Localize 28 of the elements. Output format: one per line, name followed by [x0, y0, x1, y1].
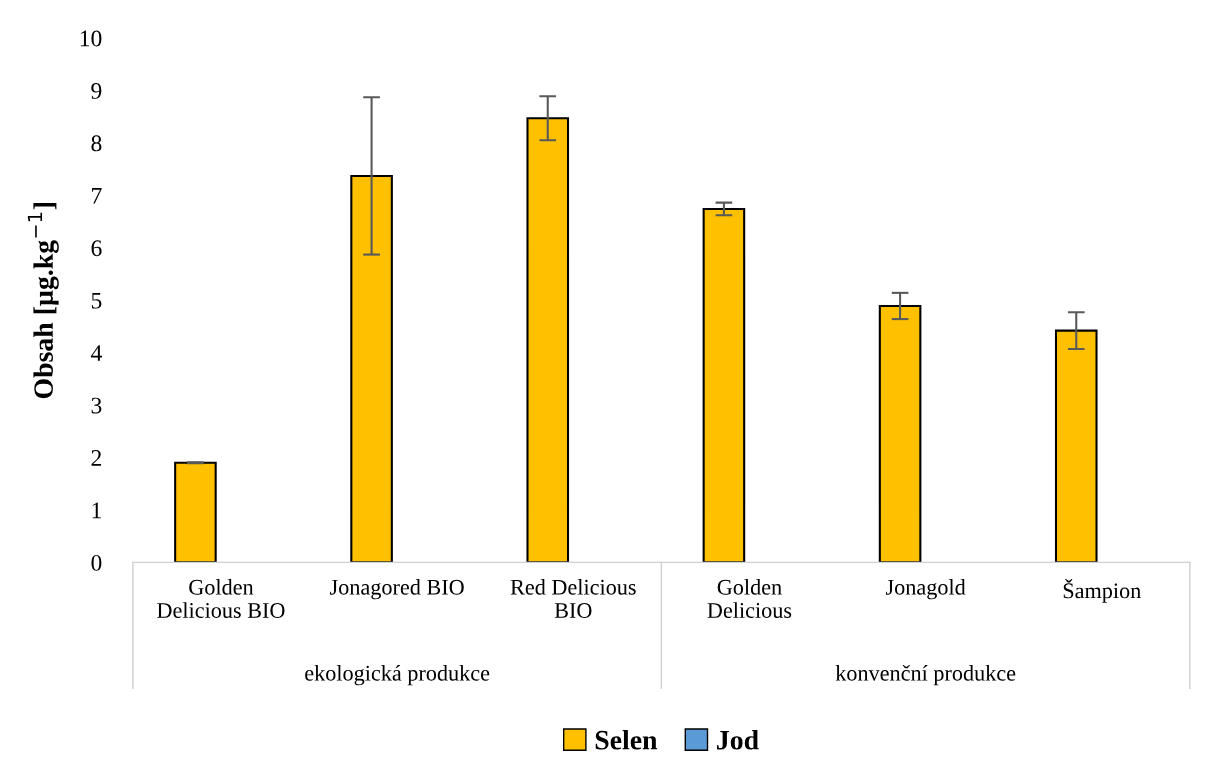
y-tick-label: 7: [92, 188, 102, 204]
y-tick-label: 8: [91, 135, 102, 152]
y-tick-label: 10: [80, 30, 102, 47]
x-tick-label: Jonagored BIO: [330, 579, 464, 600]
x-tick-label: Golden Delicious: [707, 579, 792, 618]
x-tick-label: Red Delicious BIO: [510, 579, 636, 618]
x-tick-label: Šampion: [1063, 579, 1141, 603]
y-tick-label: 4: [90, 345, 102, 361]
legend-label: Selen: [595, 729, 658, 750]
bar: [526, 117, 570, 563]
x-tick-label: Golden Delicious BIO: [157, 579, 285, 618]
x-tick-label: Jonagold: [885, 579, 966, 600]
bar: [174, 461, 217, 563]
y-tick-label: 9: [91, 83, 102, 99]
bar: [1054, 329, 1098, 563]
y-axis-title: Obsah [µg.kg$^{−1}$]: [27, 203, 59, 399]
bar: [350, 174, 393, 563]
y-tick-label: 6: [91, 240, 102, 257]
y-tick-label: 5: [91, 292, 102, 309]
text: konvenční produkce: [835, 665, 1016, 686]
y-tick-label: 1: [92, 502, 101, 519]
bar: [702, 207, 746, 563]
bar: [878, 304, 922, 563]
y-tick-label: 2: [91, 450, 102, 466]
y-tick-label: 0: [91, 554, 102, 571]
text: ekologická produkce: [305, 665, 490, 686]
y-tick-label: 3: [91, 397, 102, 414]
legend-label: Jod: [717, 729, 759, 750]
